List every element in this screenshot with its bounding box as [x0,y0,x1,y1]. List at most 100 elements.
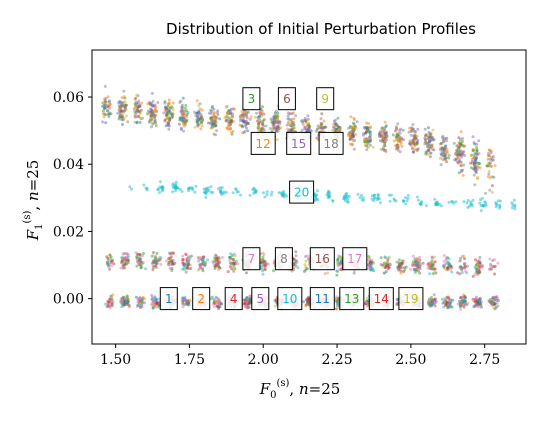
scatter-point-16 [458,272,462,276]
scatter-point-12 [122,95,126,99]
svg-text:15: 15 [291,137,306,151]
scatter-point-20 [270,190,274,194]
scatter-point-9 [124,114,128,118]
scatter-point-13 [125,294,129,298]
scatter-point-20 [405,199,409,203]
scatter-point-20 [171,186,175,190]
scatter-point-3 [165,106,169,110]
scatter-point-11 [135,120,139,124]
scatter-point-7 [200,266,204,270]
scatter-point-12 [398,136,402,140]
cluster-label-5: 5 [251,287,270,311]
scatter-point-8 [427,130,431,134]
scatter-point-10 [209,297,213,301]
scatter-point-7 [370,258,374,262]
scatter-point-17 [216,298,220,301]
scatter-point-20 [191,188,195,192]
scatter-point-3 [424,133,428,137]
y-tick-label: 0.06 [53,90,84,106]
scatter-point-8 [198,263,202,267]
scatter-point-7 [442,264,446,268]
scatter-point-20 [510,206,514,210]
scatter-point-16 [120,259,124,263]
scatter-point-12 [408,126,412,130]
scatter-point-5 [494,296,498,300]
scatter-point-19 [385,260,389,264]
scatter-point-7 [140,305,144,309]
scatter-point-2 [439,156,442,160]
scatter-point-10 [235,260,239,263]
scatter-point-5 [487,172,491,176]
scatter-point-14 [242,298,245,302]
scatter-point-6 [177,122,181,126]
scatter-point-3 [261,119,265,123]
scatter-point-17 [197,257,201,261]
scatter-point-17 [125,256,129,260]
scatter-point-6 [134,96,138,100]
scatter-point-20 [480,196,484,200]
scatter-point-8 [407,130,411,134]
scatter-point-5 [413,134,417,138]
scatter-point-2 [199,127,203,131]
scatter-point-11 [256,115,260,119]
y-axis-label: F1(s), n=25 [22,160,45,242]
scatter-point-20 [222,190,226,194]
scatter-point-12 [213,115,217,119]
scatter-point-20 [498,203,502,207]
scatter-point-16 [416,269,420,273]
scatter-point-11 [195,111,199,115]
scatter-point-17 [181,305,185,309]
scatter-point-8 [459,160,463,164]
scatter-point-20 [171,182,175,186]
cluster-label-2: 2 [192,287,211,311]
scatter-point-2 [249,115,253,119]
scatter-point-2 [124,108,128,112]
scatter-point-5 [460,153,464,157]
scatter-point-20 [235,190,239,194]
svg-text:F1(s), n=25: F1(s), n=25 [22,160,45,242]
scatter-point-8 [138,254,142,258]
scatter-point-20 [253,187,257,191]
scatter-point-3 [101,109,105,113]
scatter-point-20 [209,185,213,189]
scatter-point-19 [372,261,376,265]
scatter-point-4 [433,297,437,301]
scatter-point-5 [332,126,336,130]
svg-text:13: 13 [344,292,359,306]
scatter-point-19 [432,255,436,259]
scatter-point-20 [280,192,284,196]
scatter-point-11 [197,109,201,113]
scatter-point-12 [167,98,171,102]
scatter-point-5 [378,134,381,138]
x-tick-label: 1.75 [174,352,205,368]
scatter-point-18 [473,183,477,187]
scatter-point-16 [110,259,114,263]
scatter-point-4 [445,266,449,270]
scatter-point-10 [153,296,157,300]
scatter-point-20 [483,200,487,204]
scatter-point-20 [224,190,228,194]
scatter-point-11 [104,106,108,109]
scatter-point-14 [248,294,252,298]
cluster-label-20: 20 [289,180,315,204]
scatter-point-10 [144,267,148,271]
scatter-point-16 [245,271,248,275]
scatter-point-19 [336,262,339,266]
scatter-point-15 [248,117,252,121]
scatter-point-9 [253,115,257,119]
cluster-label-9: 9 [316,87,335,111]
scatter-point-10 [153,259,157,263]
x-tick-label: 2.75 [469,352,500,368]
scatter-point-6 [104,100,108,104]
scatter-point-11 [395,297,399,301]
scatter-point-20 [160,185,164,188]
scatter-point-2 [487,148,491,152]
scatter-point-13 [459,256,462,260]
scatter-point-20 [392,197,396,201]
scatter-point-20 [180,190,184,193]
scatter-point-20 [462,200,466,204]
scatter-point-20 [471,198,475,202]
scatter-point-5 [398,131,402,135]
scatter-point-20 [265,190,269,194]
scatter-point-18 [118,106,122,110]
